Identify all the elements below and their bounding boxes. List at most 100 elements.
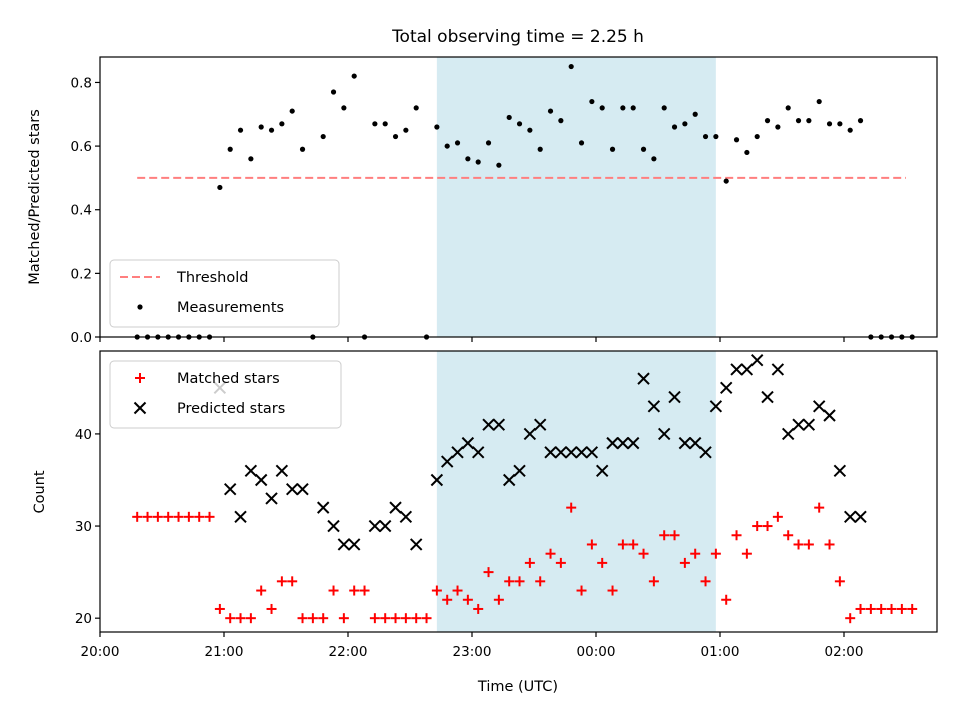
predicted-star-point [461,436,475,450]
measurement-point [733,137,740,143]
predicted-star-point [626,436,640,450]
predicted-star-point [554,446,568,459]
predicted-star-point [854,510,867,524]
predicted-star-point [533,418,547,431]
x-tick-label: 23:00 [453,644,492,660]
measurement-point [237,127,244,133]
measurement-point [289,108,295,114]
measurement-point [527,127,533,133]
matched-star-point [431,585,442,596]
x-tick-label: 20:00 [81,644,120,660]
matched-star-point [452,585,463,596]
top-legend: Threshold Measurements [109,259,340,328]
matched-star-point [721,594,732,605]
predicted-star-point [440,455,454,468]
x-tick-label: 22:00 [329,644,368,660]
predicted-star-point [792,418,805,431]
measurement-point [351,73,357,79]
predicted-star-point [781,427,795,441]
measurement-point [434,124,440,130]
matched-star-point [183,511,194,522]
predicted-star-point [647,400,661,413]
predicted-star-point [234,510,247,524]
matched-star-point [142,511,153,522]
matched-star-point [390,613,401,624]
predicted-star-point [833,464,847,477]
matched-star-point [679,557,690,568]
predicted-star-point [275,464,289,477]
predicted-star-point [399,510,413,524]
matched-star-point [586,539,597,550]
measurement-point [279,121,285,127]
matched-star-point [783,530,794,541]
measurement-point [578,140,585,146]
predicted-star-point [471,446,485,459]
measurement-point [320,133,326,140]
matched-star-point [772,511,783,522]
measurement-point [671,124,678,130]
matched-star-point [369,613,380,624]
predicted-star-point [699,446,712,459]
predicted-star-point [296,482,309,496]
matched-star-point [845,613,856,624]
measurement-point [682,121,688,127]
matched-star-point [421,613,432,624]
matched-star-point [597,557,608,568]
matched-star-point [411,613,422,624]
matched-star-point [710,548,721,559]
measurement-point [640,146,647,152]
predicted-star-point [451,446,464,459]
matched-star-point [287,576,298,587]
y-tick-label: 40 [75,427,92,443]
measurement-point [248,156,254,162]
matched-star-point [338,613,349,624]
measurement-point [496,162,502,168]
matched-star-point [152,511,163,522]
matched-star-point [225,613,236,624]
y-tick-label: 30 [75,519,92,535]
measurement-point [403,127,409,133]
measurement-point [506,114,512,121]
predicted-star-point [657,427,671,441]
matched-star-point [566,502,577,513]
matched-star-point [865,603,876,614]
predicted-star-point [771,363,785,376]
matched-star-point [473,603,484,614]
measurement-point [847,127,853,133]
measurement-point [785,105,791,111]
predicted-star-point [719,381,733,395]
matched-star-point [793,539,804,550]
legend-label: Matched stars [177,371,280,387]
measurement-point [413,105,419,111]
measurement-point [382,121,388,127]
matched-star-point [173,511,184,522]
predicted-star-point [750,354,764,367]
measurement-point [651,156,657,162]
predicted-star-point [316,501,330,514]
matched-star-point [318,613,329,624]
predicted-star-point [254,473,268,487]
measurement-point [258,124,264,130]
predicted-star-point [244,464,258,477]
measurement-point [754,133,760,140]
matched-star-point [762,521,773,532]
y-tick-label: 0.0 [71,330,92,346]
predicted-star-point [482,418,495,431]
measurement-point [485,140,492,146]
matched-star-point [359,585,370,596]
matched-star-point [349,585,360,596]
matched-star-point [462,594,473,605]
matched-star-point [555,557,566,568]
measurement-point [775,124,781,130]
top-panel-ratio: 0.0 0.2 0.4 0.6 0.8 Threshold Measurements [71,56,938,346]
measurement-point [341,105,347,111]
predicted-star-point [337,538,351,551]
measurement-point [630,105,636,111]
matched-star-point [731,530,742,541]
y-tick-label: 0.8 [71,75,92,91]
measurement-point [795,118,802,124]
measurement-point [826,121,833,127]
predicted-star-point [595,464,609,477]
predicted-star-point [843,510,857,524]
